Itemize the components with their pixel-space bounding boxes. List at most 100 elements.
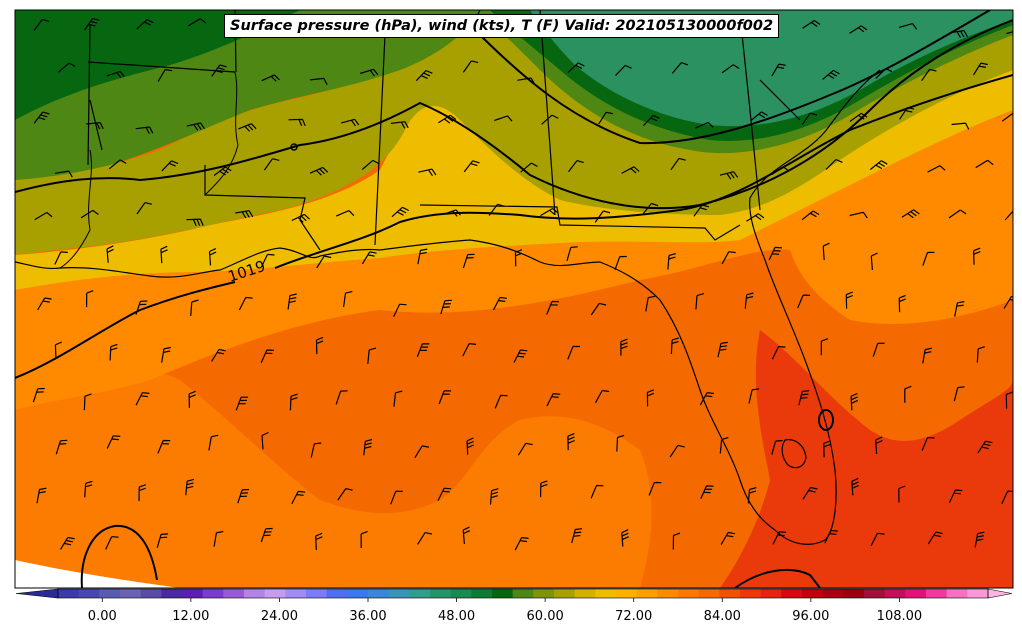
- wind-barb: [54, 251, 68, 265]
- wind-barb: [109, 343, 118, 361]
- wind-barb: [643, 114, 660, 127]
- wind-barb: [86, 122, 104, 130]
- wind-barb: [1001, 490, 1013, 505]
- wind-barb: [517, 77, 536, 85]
- wind-barb: [84, 480, 93, 498]
- wind-barb: [594, 389, 610, 404]
- wind-barb: [462, 526, 471, 545]
- colorbar-swatch: [471, 589, 493, 598]
- wind-barb: [83, 393, 92, 411]
- colorbar-swatch: [120, 589, 142, 598]
- wind-barb: [309, 77, 328, 85]
- wind-barb: [135, 392, 150, 406]
- wind-barb: [136, 202, 152, 215]
- wind-barb: [976, 346, 985, 363]
- wind-barb: [367, 347, 377, 364]
- wind-barb: [54, 341, 63, 359]
- wind-barb: [291, 490, 306, 505]
- wind-barb: [263, 158, 280, 171]
- wind-barb: [921, 437, 935, 451]
- wind-barb: [187, 18, 207, 27]
- colorbar-swatch: [760, 589, 782, 598]
- wind-barb: [32, 387, 45, 403]
- wind-barb: [951, 122, 970, 130]
- wind-barb: [567, 433, 575, 451]
- wind-barb: [849, 25, 868, 34]
- colorbar-tick-label: 96.00: [792, 609, 829, 624]
- colorbar-swatch: [430, 589, 452, 598]
- wind-barb: [488, 203, 505, 216]
- wind-barb: [186, 122, 206, 131]
- wind-barb: [211, 348, 226, 362]
- colorbar-swatch: [244, 589, 266, 598]
- wind-barb: [898, 23, 918, 30]
- wind-barb: [33, 111, 50, 124]
- wind-barb: [870, 252, 878, 271]
- wind-barb: [598, 111, 614, 125]
- wind-barb: [260, 349, 274, 363]
- wind-barb: [802, 19, 821, 29]
- colorbar-swatch: [326, 589, 348, 598]
- colorbar-swatch: [512, 589, 534, 598]
- wind-barb: [260, 253, 275, 268]
- colorbar-swatch: [182, 589, 204, 598]
- wind-barb: [489, 488, 499, 505]
- colorbar-swatch: [616, 589, 638, 598]
- wind-barb: [645, 295, 656, 312]
- coastline: [15, 69, 881, 545]
- wind-barb: [974, 531, 985, 548]
- wind-barb: [922, 347, 933, 364]
- wind-barb: [772, 531, 787, 545]
- wind-barb: [363, 438, 373, 456]
- wind-barb: [514, 249, 523, 267]
- wind-barb: [546, 300, 560, 315]
- wind-barb: [105, 536, 119, 550]
- wind-barb: [700, 485, 714, 499]
- wind-barb: [972, 62, 988, 76]
- wind-barb: [845, 291, 854, 309]
- wind-barb: [211, 64, 227, 77]
- wind-barb: [157, 68, 173, 82]
- wind-barb: [80, 209, 99, 219]
- colorbar-swatch: [657, 589, 679, 598]
- wind-barb: [287, 293, 297, 310]
- colorbar: [15, 588, 1013, 599]
- wind-barb: [667, 253, 676, 270]
- map-frame: [14, 9, 1014, 589]
- wind-barb: [393, 303, 407, 318]
- wind-barb: [875, 436, 883, 455]
- wind-barb: [801, 210, 820, 221]
- colorbar-swatch: [78, 589, 100, 598]
- isobar-south: [15, 74, 1013, 379]
- colorbar-swatch: [595, 589, 617, 598]
- wind-barb: [442, 209, 461, 217]
- wind-barb: [310, 442, 322, 458]
- wind-barb: [438, 390, 452, 405]
- wind-barb: [823, 440, 831, 458]
- colorbar-swatch: [202, 589, 224, 598]
- wind-barb: [771, 166, 790, 176]
- wind-barb: [315, 532, 323, 551]
- wind-barb: [237, 488, 250, 504]
- wind-barb: [513, 349, 528, 363]
- wind-barb: [86, 290, 94, 308]
- wind-barb: [462, 253, 475, 269]
- wind-barb: [418, 168, 437, 177]
- colorbar-extend-max: [987, 588, 1013, 599]
- wind-barb: [669, 444, 685, 458]
- wind-barb: [208, 434, 219, 451]
- wind-barb: [950, 30, 968, 38]
- wind-barb: [973, 247, 981, 265]
- wind-barb: [360, 68, 379, 77]
- wind-barb: [391, 206, 409, 218]
- colorbar-ticks: 0.00 12.00 24.00 36.00 48.00 60.00 72.00 84.00 9…: [88, 598, 922, 624]
- isobar-south-east: [734, 568, 821, 588]
- wind-barb: [161, 346, 171, 363]
- wind-barb: [614, 255, 627, 271]
- wind-barb: [335, 210, 355, 217]
- wind-barb: [594, 210, 611, 223]
- temperature-band-orange-south: [15, 368, 652, 588]
- wind-barb: [768, 246, 782, 261]
- wind-barb: [825, 158, 843, 170]
- wind-barb: [546, 393, 561, 407]
